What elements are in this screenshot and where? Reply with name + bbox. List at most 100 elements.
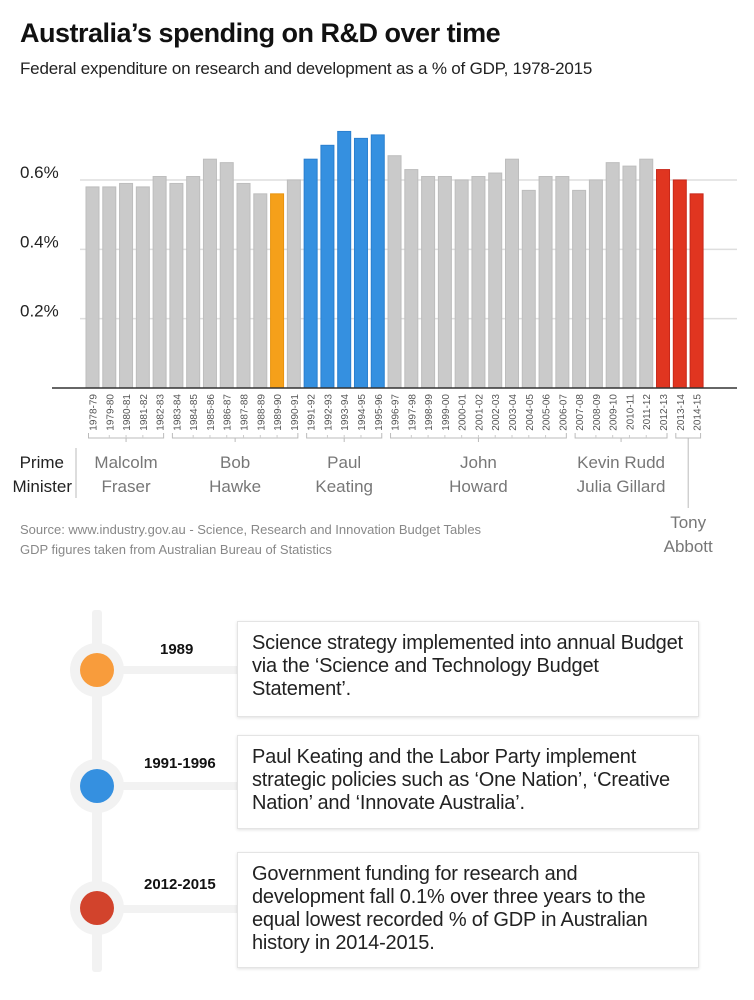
bar-1990-91 <box>286 179 301 389</box>
timeline-marker <box>70 759 124 813</box>
bar-1994-95 <box>353 137 368 389</box>
x-tick-label: 1982-83 <box>156 394 167 431</box>
pm-name: Kevin Rudd <box>577 453 665 472</box>
orange-dot-icon <box>80 653 114 687</box>
bar-1985-86 <box>202 158 217 389</box>
x-tick-label: 2010-11 <box>625 394 636 430</box>
x-tick-label: 1996-97 <box>391 394 402 431</box>
bar-2003-04 <box>505 158 519 389</box>
bar-1993-94 <box>337 130 352 389</box>
source-line-1: Source: www.industry.gov.au - Science, R… <box>20 522 482 537</box>
x-tick-label: 1983-84 <box>172 394 183 431</box>
bar-1986-87 <box>219 162 234 389</box>
pm-name: John <box>460 453 497 472</box>
source-line-2: GDP figures taken from Australian Bureau… <box>20 542 332 557</box>
bar-2014-15 <box>689 193 704 389</box>
x-tick-label: 1991-92 <box>307 394 318 431</box>
x-tick-label: 2003-04 <box>508 394 519 431</box>
x-tick-label: 1986-87 <box>223 394 234 431</box>
bar-2000-01 <box>454 179 469 389</box>
pm-bracket <box>675 433 702 439</box>
y-tick-label: 0.4% <box>20 232 59 251</box>
timeline-marker <box>70 643 124 697</box>
x-tick-label: 1993-94 <box>340 394 351 431</box>
x-tick-label: 2007-08 <box>575 394 586 431</box>
x-tick-label: 2009-10 <box>609 394 620 431</box>
chart-title: Australia’s spending on R&D over time <box>20 18 501 48</box>
timeline-marker <box>70 881 124 935</box>
pm-name: Julia Gillard <box>577 477 666 496</box>
x-tick-label: 1981-82 <box>139 394 150 431</box>
bar-1991-92 <box>303 158 318 389</box>
pm-name: Bob <box>220 453 250 472</box>
x-tick-label: 2011-12 <box>642 394 653 430</box>
x-tick-label: 1997-98 <box>407 394 418 431</box>
timeline-year: 2012-2015 <box>144 876 216 893</box>
x-tick-label: 1989-90 <box>273 394 284 431</box>
bar-2010-11 <box>622 165 637 389</box>
x-tick-label: 2014-15 <box>693 394 704 431</box>
bar-1988-89 <box>253 193 268 389</box>
timeline-connector <box>110 666 238 674</box>
bar-2006-07 <box>555 176 570 389</box>
x-tick-label: 1987-88 <box>240 394 251 431</box>
bar-1981-82 <box>135 186 150 389</box>
pm-name: Paul <box>327 453 361 472</box>
bar-2004-05 <box>521 189 536 389</box>
x-tick-label: 2004-05 <box>525 394 536 431</box>
bar-1979-80 <box>102 186 117 389</box>
bar-1983-84 <box>169 182 184 389</box>
pm-name: Malcolm <box>94 453 157 472</box>
timeline-year: 1991-1996 <box>144 755 216 772</box>
bar-2005-06 <box>538 176 553 389</box>
x-tick-label: 1985-86 <box>206 394 217 431</box>
x-tick-label: 2002-03 <box>491 394 502 431</box>
pm-name: Tony <box>670 513 706 532</box>
bar-2009-10 <box>605 162 620 389</box>
x-tick-label: 2013-14 <box>676 394 687 431</box>
bar-1978-79 <box>85 186 100 389</box>
pm-name: Fraser <box>101 477 150 496</box>
timeline-description: Science strategy implemented into annual… <box>237 621 699 717</box>
pm-bracket <box>574 433 668 439</box>
pm-name: Abbott <box>664 537 713 556</box>
pm-axis-label: Prime <box>20 453 64 472</box>
bar-2012-13 <box>656 169 671 389</box>
bar-1984-85 <box>186 176 201 389</box>
blue-dot-icon <box>80 769 114 803</box>
x-tick-label: 1999-00 <box>441 394 452 431</box>
red-dot-icon <box>80 891 114 925</box>
pm-name: Howard <box>449 477 508 496</box>
x-tick-label: 1984-85 <box>189 394 200 431</box>
x-tick-label: 1992-93 <box>323 394 334 431</box>
bar-1997-98 <box>404 169 419 389</box>
timeline-description: Paul Keating and the Labor Party impleme… <box>237 735 699 829</box>
pm-name: Hawke <box>209 477 261 496</box>
pm-name: Keating <box>315 477 373 496</box>
bar-1998-99 <box>421 176 436 389</box>
bar-1980-81 <box>119 182 134 389</box>
x-tick-label: 2000-01 <box>458 394 469 431</box>
bar-2007-08 <box>572 189 587 389</box>
timeline-description: Government funding for research and deve… <box>237 852 699 968</box>
x-tick-label: 1980-81 <box>122 394 133 431</box>
x-tick-label: 2005-06 <box>542 394 553 431</box>
x-tick-label: 2012-13 <box>659 394 670 431</box>
bar-1989-90 <box>270 193 285 389</box>
bar-2002-03 <box>488 172 503 389</box>
x-tick-label: 1978-79 <box>89 394 100 431</box>
pm-axis-label: Minister <box>12 477 72 496</box>
chart-subtitle: Federal expenditure on research and deve… <box>20 59 593 78</box>
bar-2011-12 <box>639 158 654 389</box>
bar-1995-96 <box>370 134 385 389</box>
x-tick-label: 2001-02 <box>474 394 485 431</box>
timeline-connector <box>110 905 238 913</box>
x-tick-label: 2008-09 <box>592 394 603 431</box>
x-tick-label: 2006-07 <box>558 394 569 431</box>
timeline-connector <box>110 782 238 790</box>
bar-1987-88 <box>236 182 251 389</box>
x-tick-label: 1988-89 <box>256 394 267 431</box>
y-tick-label: 0.6% <box>20 163 59 182</box>
x-tick-label: 1995-96 <box>374 394 385 431</box>
bar-2008-09 <box>588 179 603 389</box>
